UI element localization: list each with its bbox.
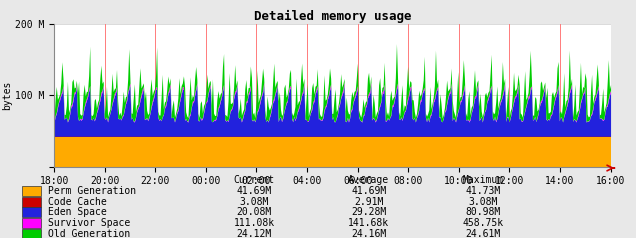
Text: Average: Average xyxy=(349,175,389,185)
Text: 458.75k: 458.75k xyxy=(463,218,504,228)
Title: Detailed memory usage: Detailed memory usage xyxy=(254,10,411,23)
Text: 41.69M: 41.69M xyxy=(237,186,272,196)
Text: 41.69M: 41.69M xyxy=(351,186,387,196)
Text: Survivor Space: Survivor Space xyxy=(48,218,130,228)
Text: Eden Space: Eden Space xyxy=(48,207,106,217)
Text: 3.08M: 3.08M xyxy=(240,197,269,207)
Bar xyxy=(22,186,41,196)
Text: Code Cache: Code Cache xyxy=(48,197,106,207)
Bar xyxy=(22,218,41,228)
Text: Current: Current xyxy=(234,175,275,185)
Text: 24.61M: 24.61M xyxy=(466,229,501,238)
Text: 29.28M: 29.28M xyxy=(351,207,387,217)
Bar xyxy=(22,229,41,238)
Text: 24.12M: 24.12M xyxy=(237,229,272,238)
Bar xyxy=(22,207,41,217)
Text: Maximum: Maximum xyxy=(463,175,504,185)
Y-axis label: bytes: bytes xyxy=(2,80,12,110)
Text: Perm Generation: Perm Generation xyxy=(48,186,136,196)
Text: 3.08M: 3.08M xyxy=(469,197,498,207)
Text: 80.98M: 80.98M xyxy=(466,207,501,217)
Text: 2.91M: 2.91M xyxy=(354,197,384,207)
Text: 141.68k: 141.68k xyxy=(349,218,389,228)
Text: 41.73M: 41.73M xyxy=(466,186,501,196)
Text: 24.16M: 24.16M xyxy=(351,229,387,238)
Text: Old Generation: Old Generation xyxy=(48,229,130,238)
Text: 111.08k: 111.08k xyxy=(234,218,275,228)
Text: 20.08M: 20.08M xyxy=(237,207,272,217)
Bar xyxy=(22,197,41,207)
